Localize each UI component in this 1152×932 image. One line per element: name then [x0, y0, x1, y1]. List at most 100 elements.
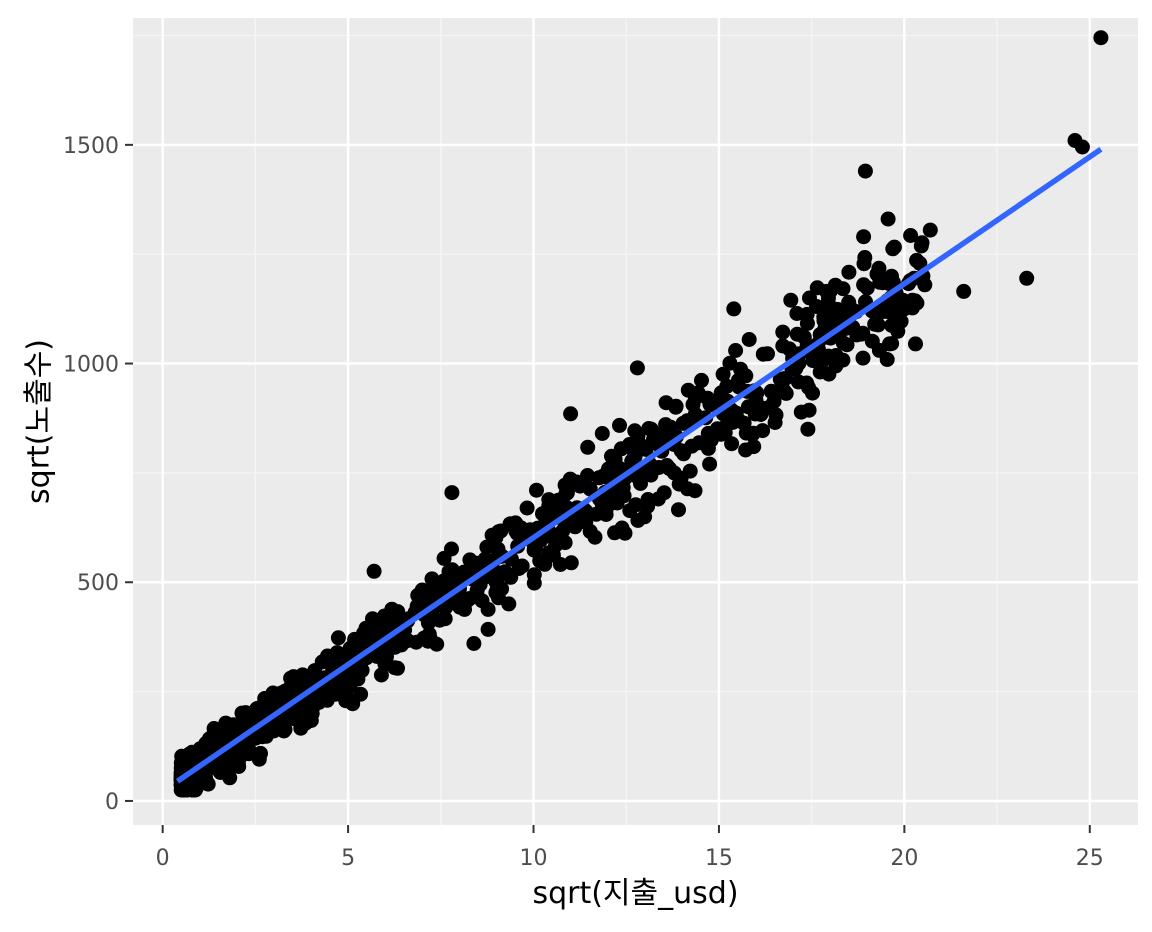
data-point: [614, 486, 630, 502]
data-point: [596, 468, 612, 484]
data-point: [650, 491, 666, 507]
data-point: [691, 435, 707, 451]
data-point: [668, 398, 684, 414]
data-point: [694, 372, 709, 388]
data-point: [222, 770, 238, 786]
data-point: [841, 294, 857, 310]
data-point: [437, 611, 453, 627]
data-point: [253, 745, 268, 761]
data-point: [358, 620, 374, 636]
data-point: [754, 400, 770, 416]
x-axis-title: sqrt(지출_usd): [532, 876, 738, 911]
data-point: [466, 636, 482, 651]
data-point: [490, 541, 506, 557]
y-tick-label: 0: [105, 790, 119, 815]
x-tick-label: 20: [890, 846, 918, 871]
data-point: [594, 426, 610, 441]
data-point: [702, 456, 718, 472]
data-point: [330, 630, 346, 646]
data-point: [856, 277, 872, 293]
data-point: [767, 415, 783, 430]
data-point: [563, 555, 579, 571]
minor-gridlines: [133, 18, 1138, 825]
data-point: [884, 268, 899, 284]
data-points: [173, 30, 1109, 798]
data-point: [740, 399, 756, 415]
data-point: [914, 235, 930, 251]
data-point: [480, 601, 496, 617]
regression-line-group: [175, 146, 1103, 784]
data-point: [820, 348, 836, 364]
data-point: [283, 670, 299, 686]
data-point: [580, 439, 596, 455]
data-point: [680, 382, 696, 398]
data-point: [733, 361, 748, 377]
data-point: [546, 505, 562, 521]
data-point: [656, 423, 672, 439]
axis-ticks: [125, 143, 1091, 833]
x-tick-label: 25: [1076, 846, 1104, 871]
data-point: [174, 754, 190, 769]
data-point: [444, 541, 459, 557]
data-point: [872, 274, 888, 290]
regression-line: [175, 146, 1103, 784]
data-point: [612, 417, 627, 433]
data-point: [541, 545, 557, 561]
x-tick-label: 5: [341, 846, 355, 871]
data-point: [912, 255, 928, 271]
data-point: [956, 283, 972, 299]
data-point: [715, 366, 731, 382]
data-point: [351, 661, 367, 677]
y-tick-label: 500: [77, 571, 119, 596]
data-point: [867, 316, 883, 332]
data-point: [376, 608, 392, 624]
data-point: [841, 264, 857, 280]
data-point: [903, 228, 919, 243]
data-point: [666, 465, 682, 481]
data-point: [557, 477, 573, 493]
data-point: [587, 529, 603, 545]
data-point: [1093, 30, 1109, 46]
data-point: [457, 601, 472, 617]
data-point: [731, 379, 747, 395]
data-point: [732, 413, 748, 429]
data-point: [353, 686, 369, 702]
data-point: [489, 580, 505, 596]
data-point: [628, 497, 644, 513]
data-point: [373, 667, 389, 683]
data-point: [682, 463, 698, 479]
data-point: [567, 519, 583, 535]
y-tick-label: 1500: [63, 134, 119, 159]
data-point: [883, 299, 899, 315]
data-point: [728, 343, 744, 358]
data-point: [781, 341, 797, 357]
x-tick-label: 15: [705, 846, 733, 871]
data-point: [580, 468, 595, 483]
data-point: [201, 740, 217, 756]
data-point: [857, 163, 873, 179]
data-point: [799, 306, 815, 322]
data-point: [488, 530, 504, 545]
data-point: [299, 675, 315, 690]
data-point: [719, 378, 735, 394]
data-point: [917, 277, 933, 293]
data-point: [638, 441, 654, 457]
data-point: [390, 660, 405, 676]
data-point: [783, 292, 799, 308]
data-point: [501, 596, 517, 612]
data-point: [724, 436, 740, 452]
data-point: [529, 482, 544, 498]
data-point: [418, 589, 434, 605]
data-point: [704, 397, 719, 412]
data-point: [922, 222, 938, 238]
data-point: [237, 712, 253, 727]
data-point: [594, 497, 610, 513]
data-point: [819, 283, 834, 299]
data-point: [856, 256, 872, 272]
data-point: [671, 502, 686, 518]
data-point: [673, 443, 689, 459]
data-point: [741, 332, 757, 347]
data-point: [800, 421, 816, 437]
data-point: [608, 462, 623, 478]
